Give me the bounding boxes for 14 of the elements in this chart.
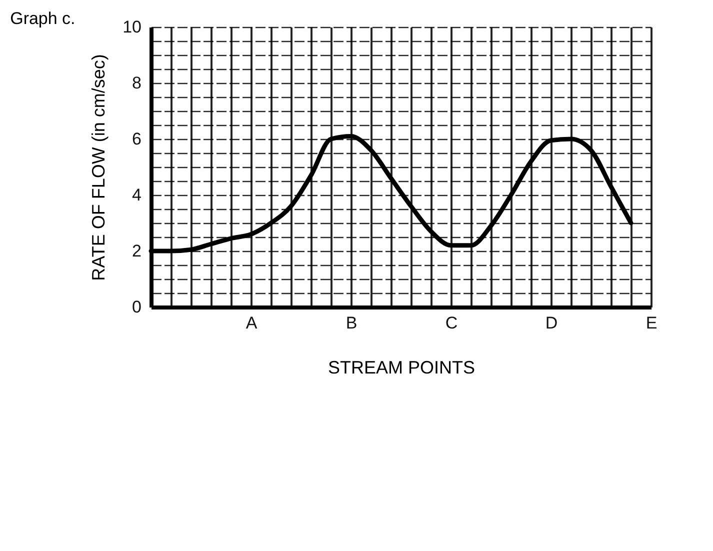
y-tick-label: 0	[132, 298, 142, 316]
x-axis-title: STREAM POINTS	[328, 358, 476, 378]
x-tick-label: A	[246, 314, 258, 332]
y-axis-title: RATE OF FLOW (in cm/sec)	[88, 54, 109, 281]
y-tick-label: 10	[122, 18, 142, 36]
y-tick-label: 4	[132, 186, 142, 204]
chart-title: Graph c.	[10, 9, 76, 28]
y-tick-label: 6	[132, 130, 142, 148]
x-tick-label: D	[545, 314, 558, 332]
x-tick-label: C	[445, 314, 458, 332]
x-tick-label: B	[346, 314, 358, 332]
x-tick-label: E	[646, 314, 658, 332]
y-tick-label: 8	[132, 74, 142, 92]
y-tick-label: 2	[132, 242, 142, 260]
